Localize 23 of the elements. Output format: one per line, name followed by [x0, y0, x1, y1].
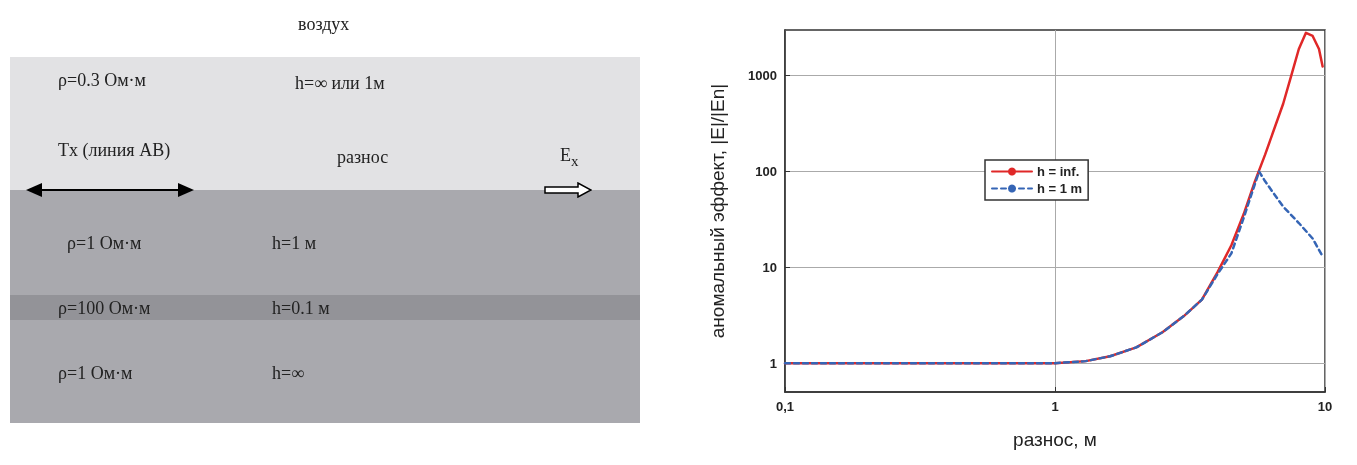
text: h=0.1 м	[272, 298, 330, 318]
x-tick-label: 0,1	[775, 399, 795, 414]
x-tick-label: 1	[1051, 399, 1059, 414]
text: ρ=0.3 Ом·м	[58, 70, 146, 90]
y-tick-label: 1	[769, 355, 777, 371]
text: воздух	[298, 14, 350, 34]
y-tick-label: 100	[755, 164, 777, 180]
text: h=∞ или 1м	[295, 73, 385, 93]
text: Tx (линия AB)	[58, 140, 171, 160]
text: ρ=100 Ом·м	[58, 298, 151, 318]
text: h=∞	[272, 363, 304, 383]
text: E$_{x}$	[560, 145, 579, 171]
x-axis-title: разнос, м	[1013, 429, 1097, 450]
text: ρ=1 Ом·м	[58, 363, 133, 383]
y-axis-title: аномальный эффект, |E|/|En|	[707, 83, 728, 339]
x-tick-label: 10	[1317, 399, 1333, 414]
legend-label: h = inf.	[1037, 164, 1080, 179]
y-tick-label: 1000	[748, 68, 777, 84]
y-tick-label: 10	[762, 259, 777, 275]
text: ρ=1 Ом·м	[67, 233, 142, 253]
text: разнос	[337, 147, 389, 167]
text: h=1 м	[272, 233, 317, 253]
legend-label: h = 1 m	[1037, 181, 1083, 196]
